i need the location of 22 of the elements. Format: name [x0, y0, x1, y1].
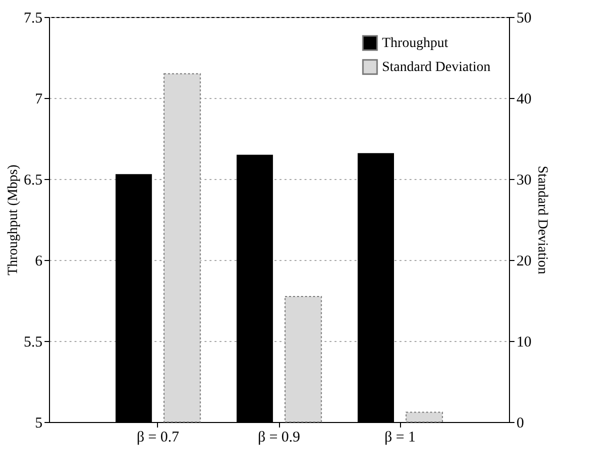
y-tick-label: 7.5: [24, 10, 42, 26]
y-tick-label: 5: [35, 416, 42, 432]
x-tick-label: β = 0.9: [258, 430, 300, 446]
y2-tick-label: 50: [516, 10, 532, 26]
x-tick-label: β = 1: [384, 430, 416, 446]
y-tick-label: 6.5: [24, 172, 42, 188]
legend-label: Throughput: [382, 36, 448, 51]
x-tick-label: β = 0.7: [136, 430, 180, 446]
y-tick-label: 5.5: [24, 334, 42, 350]
bar: [406, 412, 443, 422]
y2-tick-label: 40: [516, 92, 532, 108]
y2-tick-label: 30: [516, 172, 532, 188]
bar: [164, 73, 201, 422]
bar: [284, 296, 322, 422]
y-tick-label: 6: [35, 254, 43, 270]
y2-tick-label: 0: [516, 416, 524, 432]
y2-tick-label: 10: [516, 334, 532, 350]
y2-tick-label: 20: [516, 254, 532, 270]
legend-label: Standard Deviation: [382, 60, 490, 75]
y2-axis-title: Standard Deviation: [534, 166, 550, 274]
y-axis-title: Throughput (Mbps): [6, 164, 21, 276]
y-tick-label: 7: [35, 92, 43, 108]
